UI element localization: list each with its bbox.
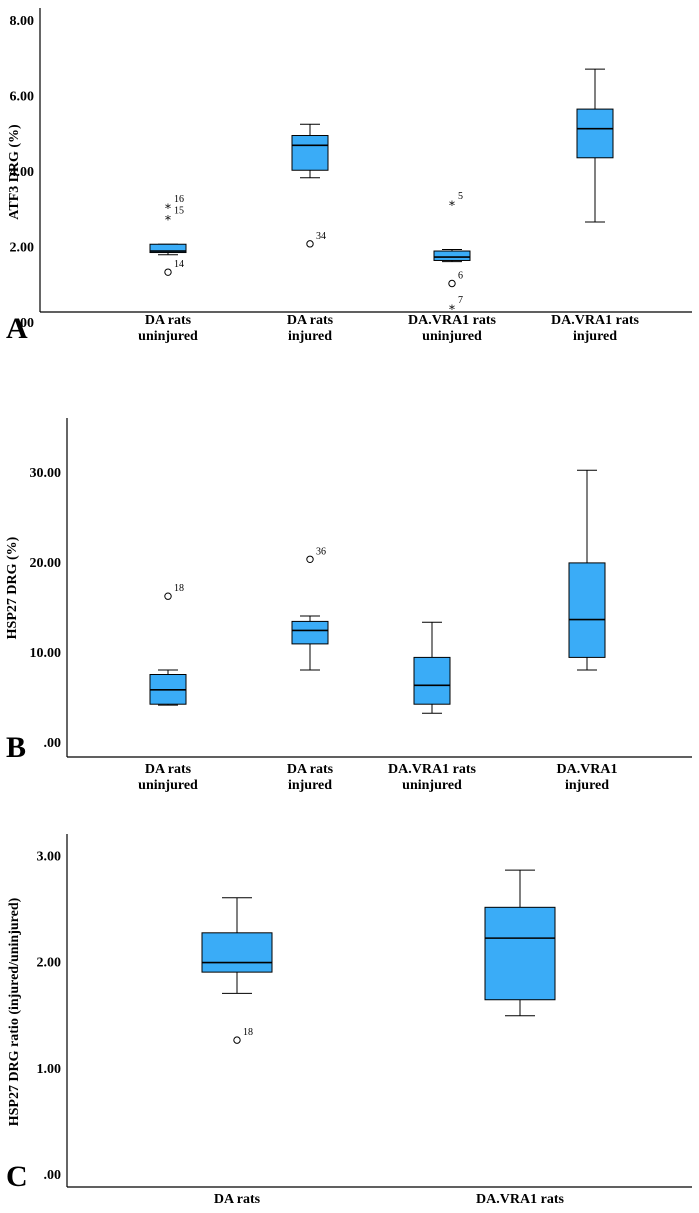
x-tick-label: injured bbox=[288, 329, 332, 344]
outlier-label: 34 bbox=[316, 231, 326, 242]
y-tick-label: 20.00 bbox=[30, 556, 62, 571]
box-4 bbox=[568, 469, 606, 671]
iqr-box bbox=[149, 243, 187, 254]
x-tick-label: DA rats bbox=[145, 313, 192, 328]
outlier-label: 18 bbox=[243, 1027, 253, 1038]
y-tick-label: 10.00 bbox=[30, 646, 62, 661]
y-axis-label: HSP27 DRG ratio (injured/uninjured) bbox=[7, 897, 22, 1126]
box-1: 14 ∗ 16∗ 15 bbox=[149, 194, 187, 276]
outlier-marker bbox=[306, 240, 314, 248]
panel-C: .00 1.00 2.00 3.00 HSP27 DRG ratio (injured/… bbox=[6, 834, 692, 1207]
y-tick-label: 30.00 bbox=[30, 466, 62, 481]
panel-label: C bbox=[6, 1160, 28, 1193]
x-tick-label: uninjured bbox=[402, 778, 462, 793]
box-3: 6∗ 5∗ 7 bbox=[433, 191, 471, 314]
x-tick-label: DA rats bbox=[287, 313, 334, 328]
y-tick-label: 2.00 bbox=[37, 956, 62, 971]
iqr-box bbox=[201, 932, 273, 973]
iqr-box bbox=[568, 562, 606, 658]
x-tick-label: DA rats bbox=[214, 1192, 261, 1207]
box-4 bbox=[576, 68, 614, 223]
x-tick-label: injured bbox=[288, 778, 332, 793]
x-tick-label: DA.VRA1 rats bbox=[476, 1192, 564, 1207]
x-tick-label: DA rats bbox=[287, 762, 334, 777]
y-tick-label: 6.00 bbox=[10, 90, 35, 105]
iqr-box bbox=[291, 135, 329, 171]
y-tick-label: .00 bbox=[17, 316, 35, 331]
outlier-marker bbox=[164, 268, 172, 276]
box-2 bbox=[484, 869, 556, 1017]
extreme-label: 15 bbox=[174, 206, 184, 217]
box-2: 34 bbox=[291, 123, 329, 248]
extreme-marker: ∗ bbox=[164, 211, 172, 225]
outlier-marker bbox=[164, 592, 172, 600]
iqr-box bbox=[291, 620, 329, 645]
y-tick-label: 1.00 bbox=[37, 1062, 62, 1077]
extreme-marker: ∗ bbox=[448, 196, 456, 210]
panel-label: A bbox=[6, 312, 28, 345]
panel-label: B bbox=[6, 731, 26, 764]
iqr-box bbox=[433, 250, 471, 261]
extreme-label: 16 bbox=[174, 194, 184, 205]
box-2: 36 bbox=[291, 546, 329, 671]
y-tick-label: .00 bbox=[44, 736, 62, 751]
y-tick-label: 2.00 bbox=[10, 241, 35, 256]
outlier-marker bbox=[306, 555, 314, 563]
y-tick-label: 4.00 bbox=[10, 165, 35, 180]
y-tick-label: .00 bbox=[44, 1168, 62, 1183]
y-tick-label: 3.00 bbox=[37, 849, 62, 864]
x-tick-label: DA rats bbox=[145, 762, 192, 777]
iqr-box bbox=[413, 656, 451, 705]
outlier-label: 36 bbox=[316, 546, 326, 557]
x-tick-label: uninjured bbox=[138, 329, 198, 344]
x-tick-label: injured bbox=[573, 329, 617, 344]
iqr-box bbox=[484, 906, 556, 1001]
x-tick-label: DA.VRA1 rats bbox=[388, 762, 476, 777]
outlier-label: 18 bbox=[174, 583, 184, 594]
iqr-box bbox=[576, 108, 614, 159]
x-tick-label: DA.VRA1 rats bbox=[408, 313, 496, 328]
x-tick-label: DA.VRA1 rats bbox=[551, 313, 639, 328]
box-1: 18 bbox=[149, 583, 187, 706]
x-tick-label: injured bbox=[565, 778, 609, 793]
outlier-label: 6 bbox=[458, 270, 463, 281]
outlier-marker bbox=[448, 279, 456, 288]
outlier-label: 14 bbox=[174, 259, 184, 270]
box-1: 18 bbox=[201, 897, 273, 1044]
outlier-marker bbox=[233, 1036, 241, 1044]
x-tick-label: uninjured bbox=[138, 778, 198, 793]
x-tick-label: uninjured bbox=[422, 329, 482, 344]
box-3 bbox=[413, 621, 451, 714]
extreme-label: 5 bbox=[458, 191, 463, 202]
extreme-marker: ∗ bbox=[164, 199, 172, 213]
y-axis-label: HSP27 DRG (%) bbox=[5, 536, 20, 639]
extreme-marker: ∗ bbox=[448, 300, 456, 314]
x-tick-label: DA.VRA1 bbox=[556, 762, 617, 777]
extreme-label: 7 bbox=[458, 295, 463, 306]
y-tick-label: 8.00 bbox=[10, 14, 35, 29]
y-axis-label: ATF3 DRG (%) bbox=[7, 124, 22, 220]
